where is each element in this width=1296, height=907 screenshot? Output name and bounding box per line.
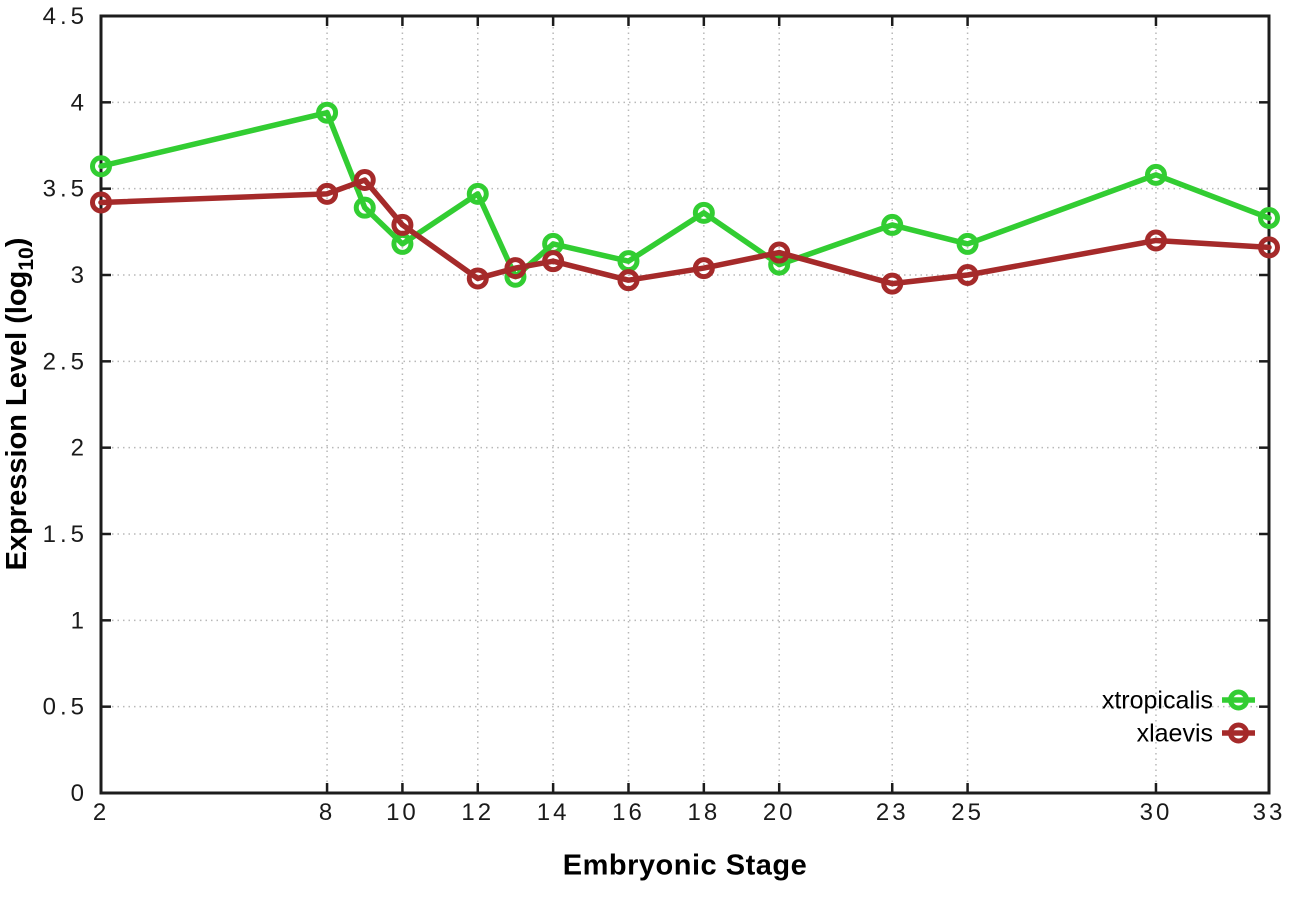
y-tick-label: 0.5 bbox=[43, 694, 88, 721]
x-tick-label: 33 bbox=[1253, 799, 1286, 826]
x-tick-label: 23 bbox=[876, 799, 909, 826]
series-xlaevis-marker bbox=[391, 213, 414, 236]
tick-marks bbox=[99, 14, 1271, 795]
y-tick-label: 2 bbox=[71, 435, 88, 462]
y-axis-title: Expression Level (log10) bbox=[1, 238, 38, 571]
series-xlaevis-marker bbox=[466, 267, 489, 290]
legend-marker-xtropicalis bbox=[1228, 689, 1249, 711]
x-tick-label: 10 bbox=[386, 799, 419, 826]
series-xtropicalis-marker bbox=[353, 196, 376, 219]
x-tick-label: 14 bbox=[537, 799, 570, 826]
series-xtropicalis bbox=[90, 101, 1280, 288]
legend-marker-xlaevis bbox=[1228, 722, 1249, 744]
y-tick-label: 4 bbox=[71, 89, 88, 116]
series-xlaevis-marker bbox=[504, 257, 527, 280]
series-xtropicalis-marker bbox=[1258, 207, 1280, 230]
x-tick-label: 30 bbox=[1140, 799, 1173, 826]
y-tick-label: 1 bbox=[71, 607, 88, 634]
series-xlaevis-marker bbox=[1258, 236, 1280, 259]
legend-item-xlaevis: xlaevis bbox=[1137, 720, 1255, 748]
series-xlaevis-marker bbox=[316, 182, 339, 205]
series-xlaevis-marker bbox=[542, 250, 565, 273]
x-tick-labels: 2 8 10 12 14 16 18 20 23 25 30 33 bbox=[93, 799, 1286, 826]
y-tick-labels: 0 0.5 1 1.5 2 2.5 3 3.5 4 4.5 bbox=[43, 3, 88, 807]
y-tick-label: 2.5 bbox=[43, 348, 88, 375]
plot-border bbox=[99, 14, 1271, 795]
x-tick-label: 18 bbox=[687, 799, 720, 826]
legend-item-xtropicalis: xtropicalis bbox=[1102, 687, 1255, 715]
x-tick-label: 8 bbox=[319, 799, 335, 826]
series-xtropicalis-marker bbox=[466, 182, 489, 205]
series-xtropicalis-marker bbox=[956, 232, 979, 255]
x-axis-title: Embryonic Stage bbox=[562, 849, 808, 882]
series-xlaevis bbox=[90, 169, 1280, 295]
series-xtropicalis-marker bbox=[316, 101, 339, 124]
series-xlaevis-marker bbox=[90, 191, 112, 214]
x-tick-label: 25 bbox=[951, 799, 984, 826]
series-xlaevis-marker bbox=[956, 264, 979, 286]
series-xtropicalis-marker bbox=[881, 213, 904, 236]
series-xlaevis-marker bbox=[881, 272, 904, 295]
series-xlaevis-marker bbox=[353, 169, 376, 192]
series-xlaevis-marker bbox=[617, 269, 640, 292]
series-xtropicalis-marker bbox=[90, 155, 112, 178]
x-tick-label: 12 bbox=[461, 799, 494, 826]
y-tick-label: 4.5 bbox=[43, 3, 88, 30]
x-tick-label: 20 bbox=[763, 799, 796, 826]
y-tick-label: 1.5 bbox=[43, 521, 88, 548]
series-xlaevis-marker bbox=[768, 241, 791, 264]
y-tick-label: 3.5 bbox=[43, 176, 88, 203]
gridlines bbox=[100, 15, 1270, 794]
legend: xtropicalis xlaevis bbox=[1102, 687, 1255, 748]
legend-label-xlaevis: xlaevis bbox=[1137, 720, 1213, 748]
legend-label-xtropicalis: xtropicalis bbox=[1102, 687, 1213, 715]
x-tick-label: 16 bbox=[612, 799, 645, 826]
series-xtropicalis-marker bbox=[692, 201, 715, 224]
y-tick-label: 0 bbox=[71, 780, 88, 807]
series-xlaevis-marker bbox=[692, 257, 715, 280]
series-xtropicalis-marker bbox=[768, 253, 791, 276]
series-xtropicalis-marker bbox=[1144, 163, 1167, 186]
y-tick-label: 3 bbox=[71, 262, 88, 289]
series-xlaevis-marker bbox=[1144, 229, 1167, 252]
x-tick-label: 2 bbox=[93, 799, 109, 826]
